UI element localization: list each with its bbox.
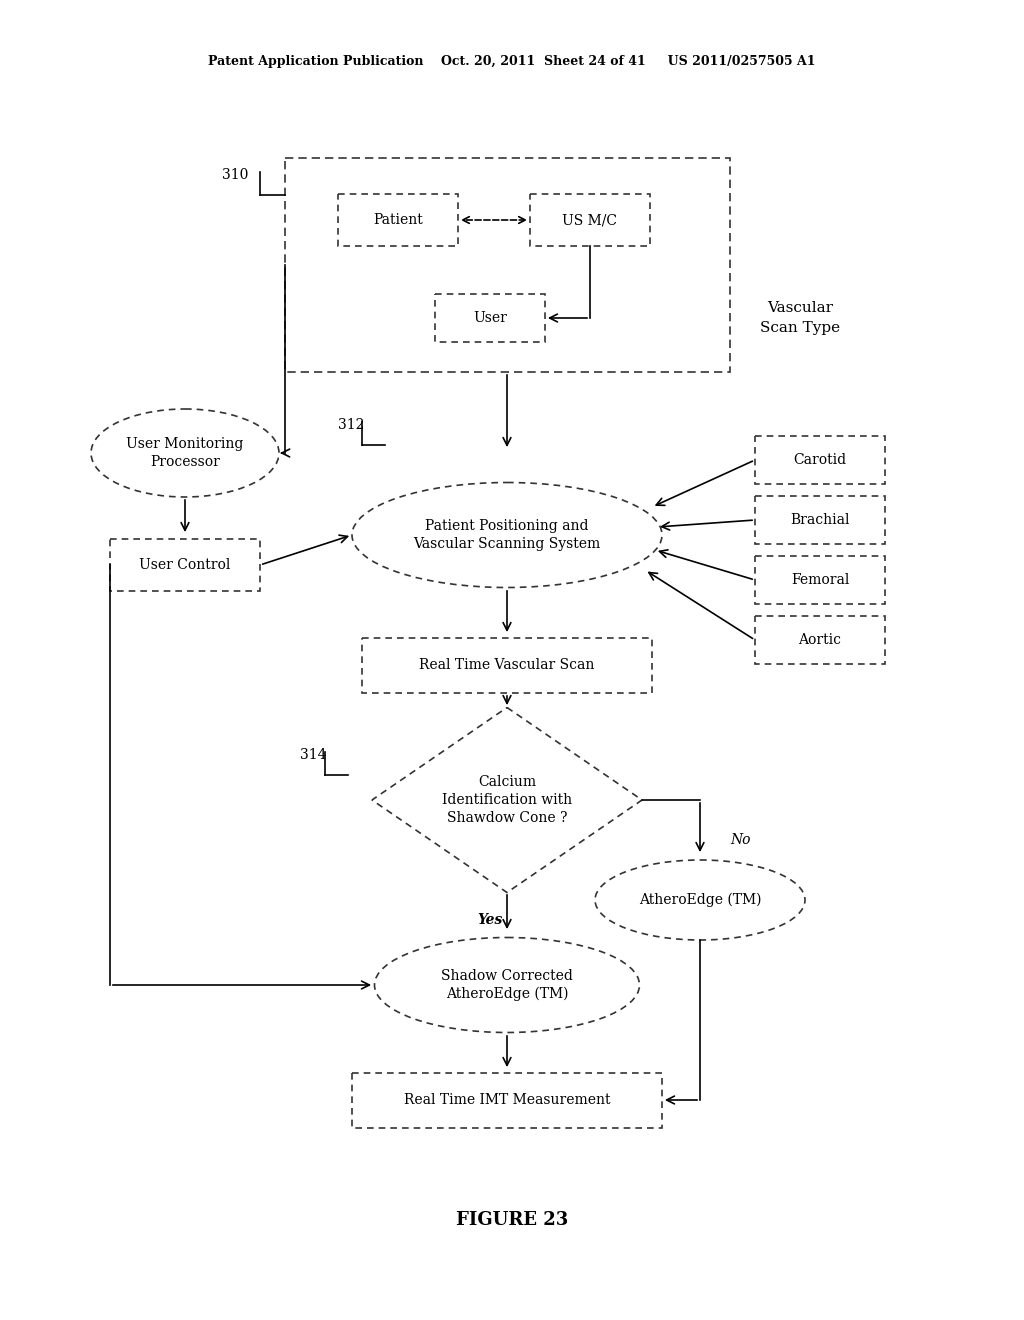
Text: User Monitoring
Processor: User Monitoring Processor [126,437,244,469]
Text: Patient: Patient [373,213,423,227]
FancyBboxPatch shape [435,294,545,342]
Ellipse shape [91,409,279,498]
Text: US M/C: US M/C [562,213,617,227]
Text: Shadow Corrected
AtheroEdge (TM): Shadow Corrected AtheroEdge (TM) [441,969,573,1002]
FancyBboxPatch shape [338,194,458,246]
FancyBboxPatch shape [362,638,652,693]
Text: Brachial: Brachial [791,513,850,527]
Text: Real Time IMT Measurement: Real Time IMT Measurement [403,1093,610,1107]
Text: Yes: Yes [477,913,503,927]
Polygon shape [372,708,642,892]
FancyBboxPatch shape [285,158,730,372]
Ellipse shape [352,483,662,587]
Text: FIGURE 23: FIGURE 23 [456,1210,568,1229]
Text: Vascular
Scan Type: Vascular Scan Type [760,301,840,335]
FancyBboxPatch shape [755,556,885,605]
Text: 314: 314 [300,748,327,762]
FancyBboxPatch shape [352,1072,662,1127]
Text: Femoral: Femoral [791,573,849,587]
FancyBboxPatch shape [530,194,650,246]
Text: 310: 310 [222,168,249,182]
Text: User Control: User Control [139,558,230,572]
FancyBboxPatch shape [755,496,885,544]
Text: Calcium
Identification with
Shawdow Cone ?: Calcium Identification with Shawdow Cone… [442,775,572,825]
Text: Aortic: Aortic [799,634,842,647]
Text: User: User [473,312,507,325]
Text: Real Time Vascular Scan: Real Time Vascular Scan [419,657,595,672]
Text: Patent Application Publication    Oct. 20, 2011  Sheet 24 of 41     US 2011/0257: Patent Application Publication Oct. 20, … [208,55,816,69]
Text: No: No [730,833,751,847]
Ellipse shape [375,937,640,1032]
Ellipse shape [595,861,805,940]
Text: 312: 312 [338,418,365,432]
FancyBboxPatch shape [755,436,885,484]
FancyBboxPatch shape [755,616,885,664]
Text: Patient Positioning and
Vascular Scanning System: Patient Positioning and Vascular Scannin… [414,519,601,552]
Text: Carotid: Carotid [794,453,847,467]
Text: AtheroEdge (TM): AtheroEdge (TM) [639,892,761,907]
FancyBboxPatch shape [110,539,260,591]
